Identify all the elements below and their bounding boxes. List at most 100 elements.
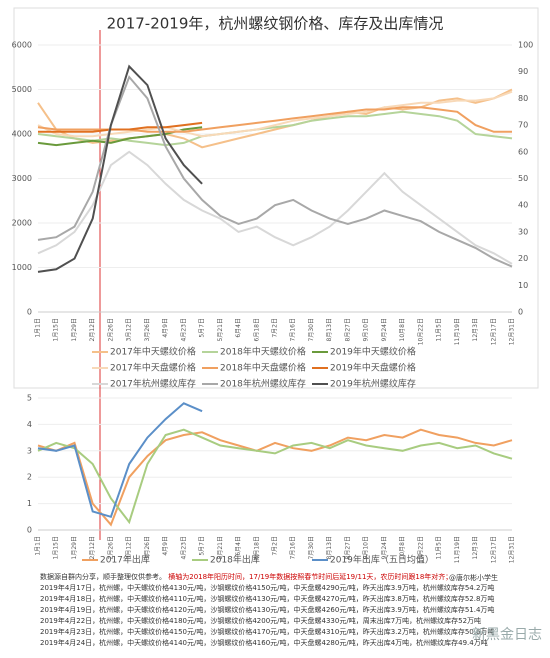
x-tick-label: 5月21日 xyxy=(217,536,224,559)
x-tick-label: 9月10日 xyxy=(363,318,370,341)
x-tick-label: 8月13日 xyxy=(326,318,333,341)
author: @唐尔彬小学生 xyxy=(449,574,498,582)
x-tick-label: 2月26日 xyxy=(107,318,114,341)
y-tick-label: 1000 xyxy=(12,263,32,272)
note-line: 2019年4月23日，杭州螺，中天螺纹价格4150元/吨，沙钢螺纹价格4170元… xyxy=(40,628,495,636)
series-line xyxy=(37,428,513,527)
chart-title: 2017-2019年，杭州螺纹钢价格、库存及出库情况 xyxy=(107,15,444,33)
x-tick-label: 11月19日 xyxy=(454,536,461,563)
watermark: 新黑金日志 xyxy=(472,627,542,643)
x-tick-label: 12月17日 xyxy=(490,536,497,563)
legend-label: 2017年中天螺纹价格 xyxy=(110,346,196,358)
note: 数据源自群内分享，顺手整理仅供参考。 xyxy=(40,573,166,581)
y2-tick-label: 0 xyxy=(518,308,523,317)
series-line xyxy=(37,110,513,147)
y2-tick-label: 40 xyxy=(518,201,528,210)
x-tick-label: 3月12日 xyxy=(126,536,133,559)
x-tick-label: 1月1日 xyxy=(35,536,42,556)
x-tick-label: 4月23日 xyxy=(180,536,187,559)
series-line xyxy=(37,402,203,519)
note-source: 数据源自群内分享，顺手整理仅供参考。 横轴为2018年阳历时间，17/19年数据… xyxy=(40,572,545,583)
y2-tick-label: 70 xyxy=(518,121,528,130)
x-tick-label: 3月26日 xyxy=(144,318,151,341)
series-line xyxy=(37,64,203,273)
x-tick-label: 6月4日 xyxy=(235,536,242,556)
x-tick-label: 12月3日 xyxy=(472,318,479,341)
x-tick-label: 4月23日 xyxy=(180,318,187,341)
x-tick-label: 9月10日 xyxy=(363,536,370,559)
legend-label: 2019年中天螺纹价格 xyxy=(330,346,416,358)
y2-tick-label: 30 xyxy=(518,227,528,236)
x-tick-label: 7月30日 xyxy=(308,536,315,559)
x-tick-label: 6月4日 xyxy=(235,318,242,338)
legend-label: 2018年中天盘螺价格 xyxy=(220,362,306,374)
legend-label: 2018年出库 xyxy=(210,554,260,566)
y-tick-label: 6000 xyxy=(12,41,32,50)
note-line: 2019年4月22日，杭州螺，中天螺纹价格4180元/吨，沙钢螺纹价格4200元… xyxy=(40,617,482,625)
y-tick-label: 2000 xyxy=(12,219,32,228)
series-line xyxy=(38,121,203,133)
x-tick-label: 10月8日 xyxy=(399,318,406,341)
x-tick-label: 12月31日 xyxy=(509,536,516,563)
x-tick-label: 2月26日 xyxy=(107,536,114,559)
legend-label: 2018年杭州螺纹库存 xyxy=(220,378,306,390)
legend-label: 2019年中天盘螺价格 xyxy=(330,362,416,374)
x-tick-label: 8月13日 xyxy=(326,536,333,559)
x-tick-label: 8月27日 xyxy=(344,536,351,559)
series-line xyxy=(37,150,513,265)
x-tick-label: 3月26日 xyxy=(144,536,151,559)
x-tick-label: 7月16日 xyxy=(290,536,297,559)
x-tick-label: 7月2日 xyxy=(272,318,279,338)
y2-tick-label: 80 xyxy=(518,94,528,103)
chart: 2017-2019年，杭州螺纹钢价格、库存及出库情况 0100020003000… xyxy=(12,7,539,566)
note-line: 2019年4月24日，杭州螺，中天螺纹价格4140元/吨，沙钢螺纹价格4160元… xyxy=(40,639,488,647)
x-tick-label: 6月18日 xyxy=(253,318,260,341)
x-tick-label: 6月18日 xyxy=(253,536,260,559)
series-line xyxy=(37,428,513,525)
legend-label: 2019年杭州螺纹库存 xyxy=(330,378,416,390)
y2-tick-label: 90 xyxy=(518,67,528,76)
x-tick-label: 7月30日 xyxy=(308,318,315,341)
x-tick-label: 7月2日 xyxy=(272,536,279,556)
x-tick-label: 10月8日 xyxy=(399,536,406,559)
note: 横轴为2018年阳历时间，17/19年数据按照春节时间后延19/11天，农历时间… xyxy=(168,573,453,581)
y-tick-label: 4 xyxy=(27,420,32,429)
x-tick-label: 8月27日 xyxy=(344,318,351,341)
x-tick-label: 12月31日 xyxy=(509,318,516,345)
x-tick-label: 1月29日 xyxy=(71,318,78,341)
x-tick-label: 11月5日 xyxy=(436,536,443,559)
frame xyxy=(13,7,539,389)
x-tick-label: 5月7日 xyxy=(199,318,206,338)
legend-label: 2017年出库 xyxy=(100,554,150,566)
legend-label: 2018年中天螺纹价格 xyxy=(220,346,306,358)
note-line: 2019年4月18日，杭州螺，中天螺纹价格4110元/吨，沙钢螺纹价格4130元… xyxy=(40,595,495,603)
x-tick-label: 9月24日 xyxy=(381,536,388,559)
x-tick-label: 11月5日 xyxy=(436,318,443,341)
y-tick-label: 3000 xyxy=(12,174,32,183)
x-tick-label: 3月12日 xyxy=(126,318,133,341)
legend-label: 2019年出库（五日均值） xyxy=(330,554,434,566)
x-tick-label: 12月3日 xyxy=(472,536,479,559)
series-line xyxy=(37,90,513,138)
x-tick-label: 11月19日 xyxy=(454,318,461,345)
x-tick-label: 1月15日 xyxy=(53,318,60,341)
y-tick-label: 0 xyxy=(27,308,32,317)
x-tick-label: 9月24日 xyxy=(381,318,388,341)
y-tick-label: 5 xyxy=(27,394,32,403)
note-line: 2019年4月17日，杭州螺，中天螺纹价格4130元/吨，沙钢螺纹价格4150元… xyxy=(40,584,495,592)
x-tick-label: 1月15日 xyxy=(53,536,60,559)
x-tick-label: 5月21日 xyxy=(217,318,224,341)
legend-label: 2017年杭州螺纹库存 xyxy=(110,378,196,390)
x-tick-label: 12月17日 xyxy=(490,318,497,345)
x-tick-label: 4月9日 xyxy=(162,318,169,338)
y2-tick-label: 60 xyxy=(518,147,528,156)
y-tick-label: 2 xyxy=(27,473,32,482)
notes: 数据源自群内分享，顺手整理仅供参考。 横轴为2018年阳历时间，17/19年数据… xyxy=(40,572,545,649)
y2-tick-label: 10 xyxy=(518,281,528,290)
y2-tick-label: 100 xyxy=(518,41,533,50)
x-tick-label: 2月12日 xyxy=(89,318,96,341)
x-tick-label: 5月7日 xyxy=(199,536,206,556)
x-tick-label: 1月1日 xyxy=(35,318,42,338)
series-line xyxy=(37,75,513,268)
